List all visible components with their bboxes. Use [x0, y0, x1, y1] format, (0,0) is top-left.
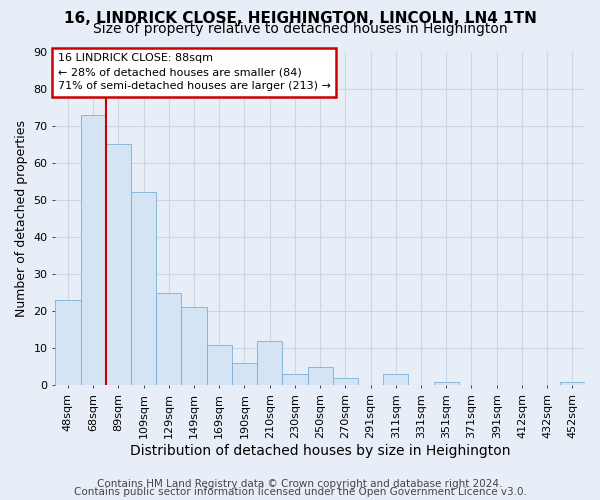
Text: Contains HM Land Registry data © Crown copyright and database right 2024.: Contains HM Land Registry data © Crown c…: [97, 479, 503, 489]
Bar: [434, 382, 459, 386]
Bar: [206, 344, 232, 386]
Bar: [257, 341, 283, 386]
Text: Contains public sector information licensed under the Open Government Licence v3: Contains public sector information licen…: [74, 487, 526, 497]
Bar: [80, 114, 106, 386]
Bar: [106, 144, 131, 386]
Bar: [156, 292, 181, 386]
Bar: [383, 374, 409, 386]
Bar: [181, 308, 206, 386]
Text: Size of property relative to detached houses in Heighington: Size of property relative to detached ho…: [92, 22, 508, 36]
Bar: [308, 367, 333, 386]
Bar: [283, 374, 308, 386]
Bar: [560, 382, 585, 386]
Bar: [55, 300, 80, 386]
Bar: [333, 378, 358, 386]
Y-axis label: Number of detached properties: Number of detached properties: [15, 120, 28, 317]
Text: 16 LINDRICK CLOSE: 88sqm
← 28% of detached houses are smaller (84)
71% of semi-d: 16 LINDRICK CLOSE: 88sqm ← 28% of detach…: [58, 53, 331, 91]
Bar: [131, 192, 156, 386]
Bar: [232, 363, 257, 386]
Text: 16, LINDRICK CLOSE, HEIGHINGTON, LINCOLN, LN4 1TN: 16, LINDRICK CLOSE, HEIGHINGTON, LINCOLN…: [64, 11, 536, 26]
X-axis label: Distribution of detached houses by size in Heighington: Distribution of detached houses by size …: [130, 444, 511, 458]
